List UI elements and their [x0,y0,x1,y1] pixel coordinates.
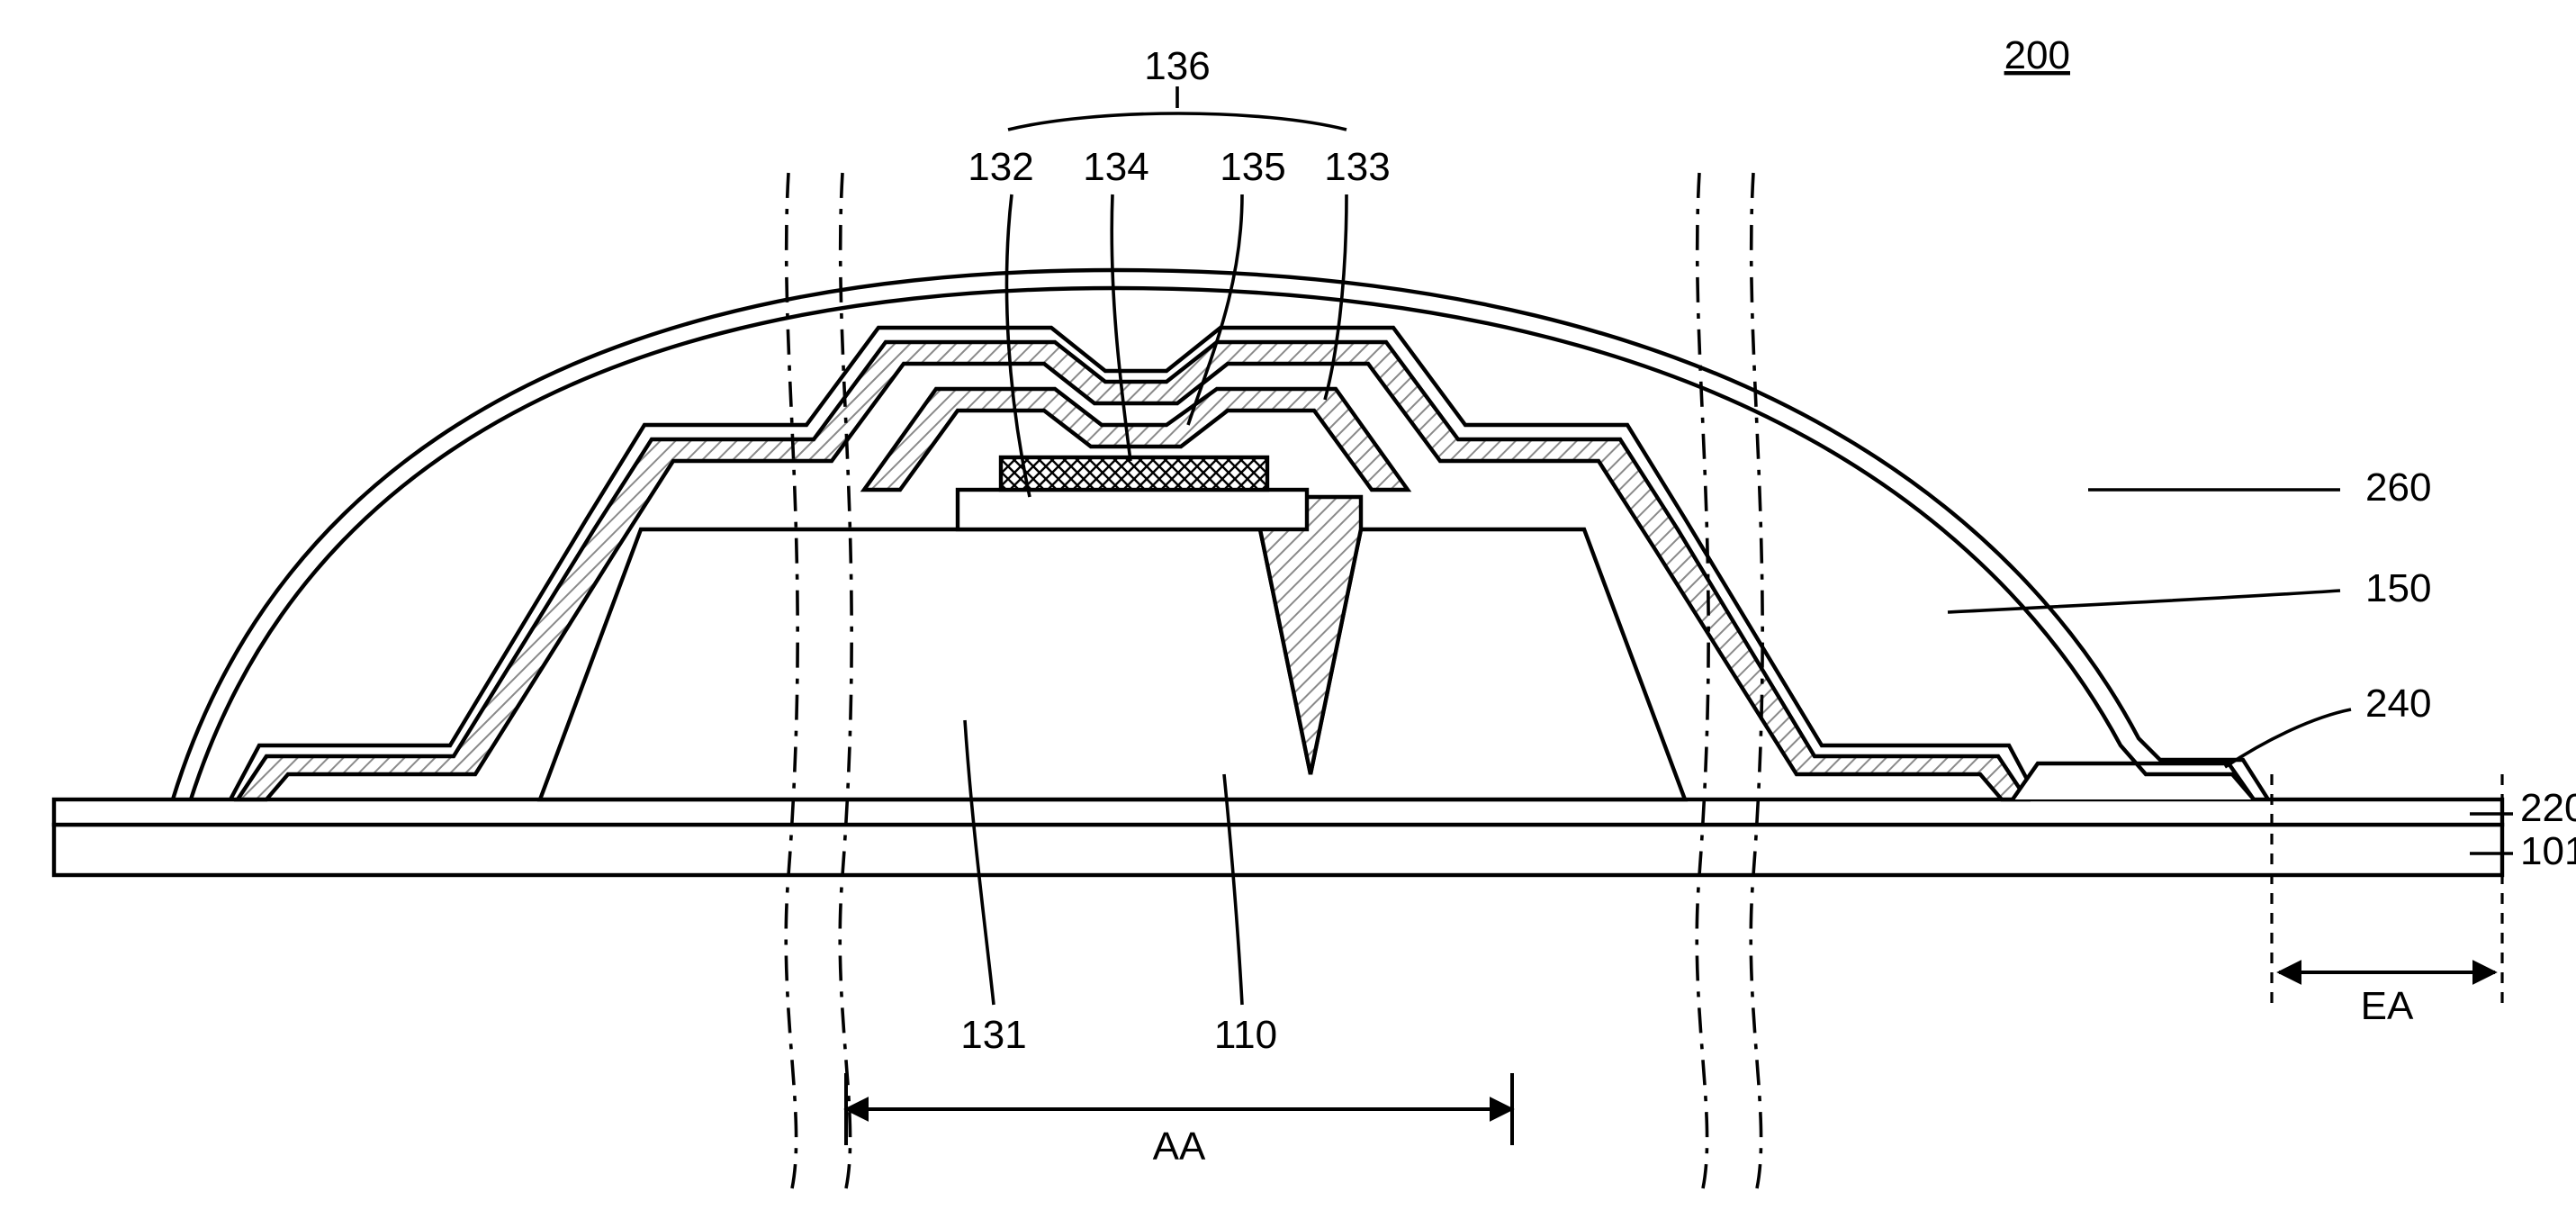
cross-section-diagram: 200 136 132 134 135 133 260 150 240 220 … [0,0,2576,1210]
layer-101 [54,825,2502,875]
label-134: 134 [1083,145,1148,189]
layer-132 [958,490,1307,529]
label-AA: AA [1153,1124,1206,1169]
label-110: 110 [1214,1013,1277,1057]
label-132: 132 [968,145,1033,189]
label-135: 135 [1220,145,1285,189]
label-150: 150 [2365,566,2431,610]
layer-220 [54,799,2502,825]
label-136: 136 [1144,44,1210,88]
layer-131-block [540,529,1685,799]
label-133: 133 [1324,145,1390,189]
label-101: 101 [2520,829,2576,873]
layer-240 [2013,763,2254,799]
label-EA: EA [2361,984,2414,1028]
diagram-container: 200 136 132 134 135 133 260 150 240 220 … [0,0,2576,1210]
label-131: 131 [960,1013,1026,1057]
label-220: 220 [2520,786,2576,830]
label-260: 260 [2365,465,2431,510]
layer-134 [1001,457,1267,490]
label-240: 240 [2365,682,2431,726]
title-label: 200 [2004,33,2070,77]
